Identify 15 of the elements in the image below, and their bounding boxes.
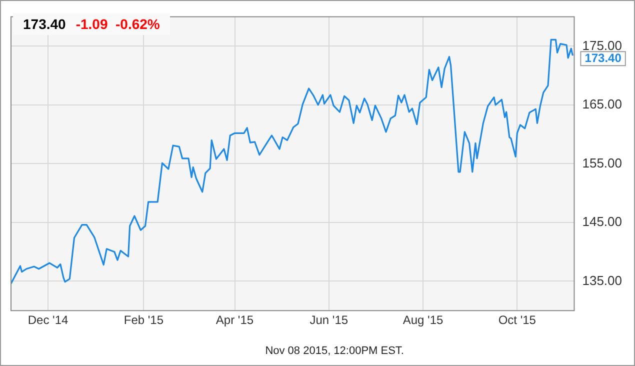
x-tick-label: Dec '14 (28, 313, 69, 328)
x-tick-label: Apr '15 (216, 313, 254, 328)
x-tick-label: Aug '15 (402, 313, 444, 328)
y-tick-label: 155.00 (582, 155, 622, 170)
annotation: 173.40 (584, 50, 622, 65)
chart-subtitle: -1.09 -0.62% (76, 16, 160, 32)
x-tick-label: Feb '15 (124, 313, 164, 328)
y-tick-label: 145.00 (582, 214, 622, 230)
x-tick-label: Jun '15 (310, 313, 348, 328)
text: Nov 08 2015, 12:00PM EST. (265, 345, 404, 357)
y-tick-label: 165.00 (582, 96, 622, 112)
chart-title: 173.40 (23, 16, 66, 32)
y-tick-label: 175.00 (582, 38, 622, 53)
y-tick-label: 135.00 (582, 272, 622, 288)
x-tick-label: Oct '15 (498, 313, 536, 328)
